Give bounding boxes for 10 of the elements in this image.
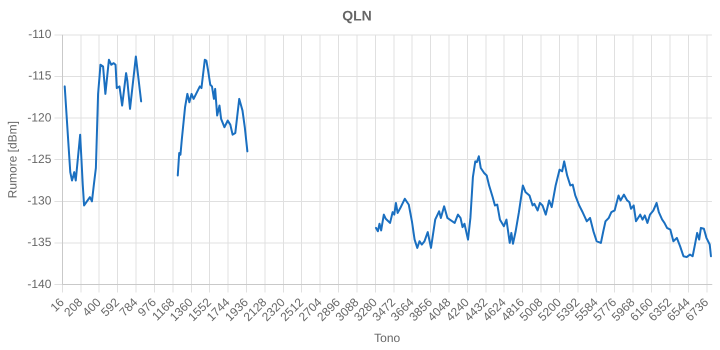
- x-axis-title: Tono: [374, 331, 401, 346]
- y-tick-label: -140: [27, 276, 52, 291]
- chart-title: QLN: [342, 7, 372, 24]
- y-tick-label: -130: [27, 194, 52, 208]
- y-axis-title: Rumore [dBm]: [6, 120, 20, 198]
- y-tick-label: -110: [28, 27, 52, 42]
- y-tick-label: -135: [27, 235, 52, 250]
- y-tick-label: -125: [27, 152, 52, 166]
- y-tick-label: -115: [28, 68, 52, 83]
- y-tick-label: -120: [27, 110, 52, 124]
